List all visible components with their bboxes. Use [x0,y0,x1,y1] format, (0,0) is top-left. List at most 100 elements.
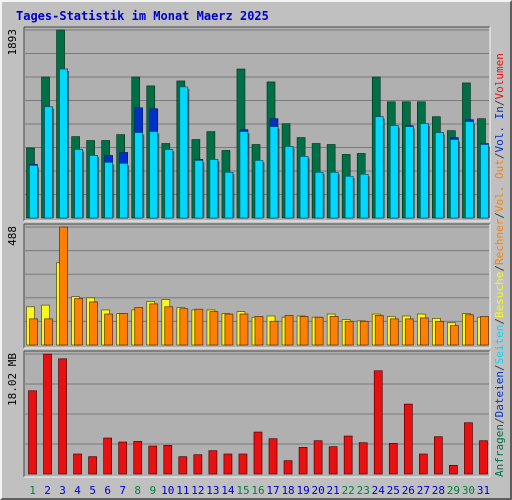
bar-volumen [373,370,383,475]
bar-shadow [398,127,400,218]
day-label: 24 [372,484,386,497]
bar-volumen [268,438,278,475]
bar-volumen [388,443,398,475]
bar-seiten [59,68,68,219]
day-label: 1 [29,484,36,497]
bar-rechner [314,316,324,346]
bar-shadow [157,133,160,218]
bar-seiten [435,132,444,219]
bar-volumen [163,445,173,475]
bar-seiten [405,126,414,219]
bar-seiten [284,146,294,219]
chart-panel-3: 18.02 MB [6,350,491,478]
legend-entry: Anfragen [493,424,506,477]
right-legend-text: Anfragen/Dateien/Seiten/Besuche/Rechner/… [493,53,506,477]
y-max-label: 488 [6,226,19,246]
bar-volumen [43,353,52,475]
day-label: 15 [236,484,249,497]
bar-volumen [479,440,488,475]
day-label: 19 [296,484,309,497]
bar-volumen [223,453,233,475]
bar-seiten [480,144,489,219]
day-label: 27 [417,484,430,497]
bar-shadow [278,128,280,218]
bar-shadow [443,134,445,218]
day-label: 10 [161,484,174,497]
day-label: 26 [402,484,415,497]
bar-seiten [134,132,144,219]
day-label: 23 [357,484,370,497]
bar-shadow [323,174,325,218]
bar-shadow [82,151,85,218]
bar-rechner [74,298,83,346]
day-label: 8 [134,484,141,497]
day-label: 4 [74,484,81,497]
bar-seiten [224,172,234,219]
legend-entry: / [493,265,506,272]
bar-volumen [418,453,428,475]
bar-seiten [179,86,189,219]
bar-rechner [329,316,339,346]
day-label: 22 [342,484,355,497]
legend-entry: Besuche [493,272,506,318]
bar-volumen [449,464,458,475]
bar-seiten [239,131,249,219]
bar-rechner [29,318,38,346]
bar-volumen [148,445,158,475]
legend-entry: Vol. Out [493,159,506,212]
bar-seiten [74,149,83,219]
bar-rechner [299,316,309,346]
bar-rechner [254,316,264,346]
bar-rechner [209,311,219,346]
bar-seiten [29,165,38,219]
day-label: 13 [206,484,219,497]
day-label: 20 [312,484,325,497]
bar-rechner [435,320,444,346]
bar-volumen [283,460,293,475]
bar-rechner [419,317,429,346]
bar-shadow [187,88,190,218]
legend-entry: / [493,152,506,159]
bar-seiten [119,163,128,219]
bar-rechner [404,318,414,346]
bar-rechner [374,315,384,346]
bar-shadow [247,133,250,218]
legend-entry: / [493,417,506,424]
bar-shadow [308,158,310,218]
bar-volumen [58,358,67,475]
legend-entry: Volumen [493,53,506,99]
bar-shadow [338,174,340,218]
bar-shadow [293,148,295,218]
bar-shadow [172,151,175,218]
bar-rechner [480,316,489,346]
bar-volumen [88,456,97,475]
bar-shadow [413,128,415,218]
legend-entry: Dateien [493,371,506,417]
bar-shadow [67,71,70,218]
day-label: 29 [447,484,460,497]
bar-rechner [359,320,369,346]
bar-seiten [359,174,369,219]
day-label: 28 [432,484,445,497]
bar-shadow [142,134,145,218]
bar-volumen [178,456,188,475]
bar-shadow [52,108,55,218]
bar-seiten [194,160,204,219]
bar-volumen [28,390,37,475]
bar-shadow [353,178,355,218]
bar-seiten [164,149,174,219]
day-label: 11 [176,484,189,497]
bar-seiten [44,106,53,219]
bar-rechner [44,318,53,346]
bar-volumen [118,441,128,475]
bar-rechner [119,313,129,346]
bar-rechner [284,315,294,346]
bar-rechner [104,313,114,346]
legend-entry: Rechner [493,218,506,265]
bar-shadow [368,176,370,218]
bar-volumen [403,403,413,475]
legend-entry: Vol. In [493,106,506,152]
day-label: 31 [477,484,490,497]
chart-panel-2: 488 [6,223,491,349]
bar-shadow [202,162,205,218]
